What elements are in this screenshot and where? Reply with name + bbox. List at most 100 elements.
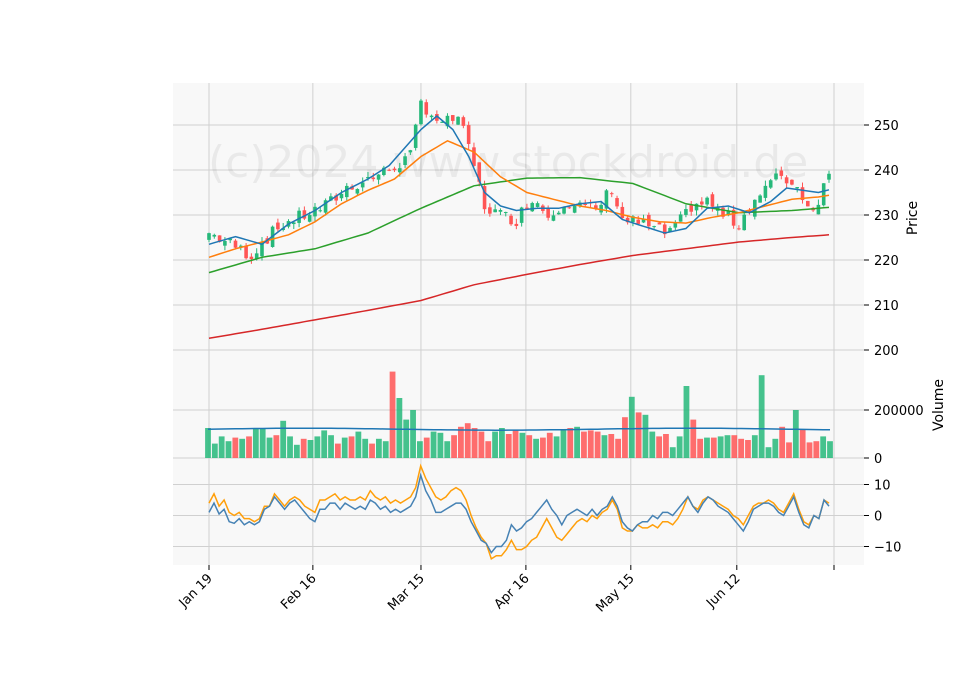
volume-bar	[259, 428, 266, 458]
candle-body	[482, 186, 487, 210]
volume-bar	[382, 441, 389, 458]
candle-body	[498, 210, 503, 212]
candle-body	[461, 117, 466, 126]
volume-bar	[758, 375, 765, 458]
candle-body	[493, 209, 497, 213]
volume-bar	[540, 437, 546, 458]
oscillator-panel	[208, 463, 830, 561]
volume-bar	[273, 435, 280, 458]
volume-bar	[300, 438, 307, 458]
candle-body	[419, 100, 423, 125]
candle-body	[535, 203, 540, 207]
volume-bar	[724, 435, 731, 458]
volume-bar	[355, 431, 362, 458]
volume-bar	[738, 438, 745, 458]
candle-body	[556, 212, 561, 215]
volume-bar	[690, 419, 697, 458]
candle-body	[297, 210, 301, 223]
volume-bar	[211, 443, 218, 458]
candle-body	[344, 185, 349, 198]
candle-body	[366, 177, 370, 179]
volume-bar	[745, 440, 751, 458]
candle-body	[244, 245, 248, 259]
x-tick-label: Apr 16	[492, 571, 533, 612]
volume-bar	[314, 436, 321, 458]
candle-body	[684, 209, 688, 215]
candle-body	[774, 173, 778, 180]
x-tick-label: Feb 16	[278, 571, 320, 613]
volume-bar	[546, 432, 553, 458]
candle-body	[339, 193, 344, 199]
candle-body	[392, 168, 397, 171]
volume-bar	[348, 436, 355, 458]
volume-bar	[458, 426, 464, 458]
volume-bar	[813, 441, 820, 458]
volume-bar	[526, 435, 533, 458]
volume-bar	[519, 432, 526, 458]
candle-body	[238, 245, 243, 247]
volume-bar	[451, 435, 457, 458]
volume-bar	[656, 436, 663, 458]
candle-body	[233, 240, 238, 248]
volume-bar	[218, 436, 225, 458]
volume-bar	[512, 430, 519, 458]
volume-bar	[608, 434, 615, 458]
candle-body	[302, 210, 307, 219]
volume-bar	[628, 396, 635, 458]
oscillator-main-line	[208, 472, 830, 555]
candle-body	[509, 215, 513, 225]
volume-bar	[499, 428, 505, 458]
candle-body	[546, 208, 550, 218]
price-tick-label: 230	[874, 209, 899, 224]
volume-bar	[567, 428, 574, 458]
volume-bar	[587, 430, 594, 458]
candle-body	[445, 115, 450, 127]
volume-bar	[471, 428, 478, 458]
volume-bar	[205, 428, 211, 458]
candle-body	[207, 233, 211, 240]
candle-body	[827, 173, 831, 180]
candle-body	[519, 207, 524, 223]
candle-body	[318, 210, 323, 212]
volume-bar	[704, 437, 710, 458]
x-tick-label: Jan 19	[176, 571, 216, 611]
candle-body	[291, 222, 296, 225]
oscillator-tick-label: 0	[874, 510, 882, 525]
candle-body	[763, 185, 768, 198]
volume-bar	[560, 430, 567, 458]
volume-bar	[444, 441, 451, 458]
volume-bar	[663, 434, 669, 458]
moving-average-fast-line	[208, 115, 830, 246]
x-tick-label: Mar 15	[385, 571, 428, 614]
price-tick-label: 200	[874, 344, 899, 359]
candle-body	[371, 177, 376, 180]
candle-body	[604, 190, 609, 209]
candle-body	[779, 170, 784, 176]
candle-body	[466, 125, 471, 144]
price-axis-title: Price	[905, 201, 921, 235]
volume-bar	[334, 443, 341, 458]
volume-bar	[239, 438, 246, 458]
candle-body	[376, 174, 381, 180]
volume-bar	[389, 371, 396, 458]
x-tick-label: May 15	[593, 571, 637, 615]
price-panel-background	[173, 83, 864, 350]
price-tick-label: 240	[874, 164, 899, 179]
candle-body	[710, 194, 715, 207]
watermark-text: (c)2024 www.stockdroid.de	[208, 137, 808, 188]
candle-body	[821, 183, 826, 206]
volume-bar	[786, 442, 792, 458]
candle-body	[562, 207, 566, 214]
candle-body	[641, 218, 646, 223]
candle-body	[790, 179, 794, 185]
candle-body	[360, 182, 365, 188]
candle-body	[355, 189, 360, 194]
candle-body	[488, 207, 492, 214]
candle-body	[657, 222, 662, 225]
volume-bar	[403, 419, 410, 458]
volume-bar	[416, 441, 423, 458]
candle-body	[609, 193, 614, 195]
price-panel	[207, 98, 831, 340]
volume-bar	[492, 431, 498, 458]
volume-bar	[615, 438, 622, 458]
